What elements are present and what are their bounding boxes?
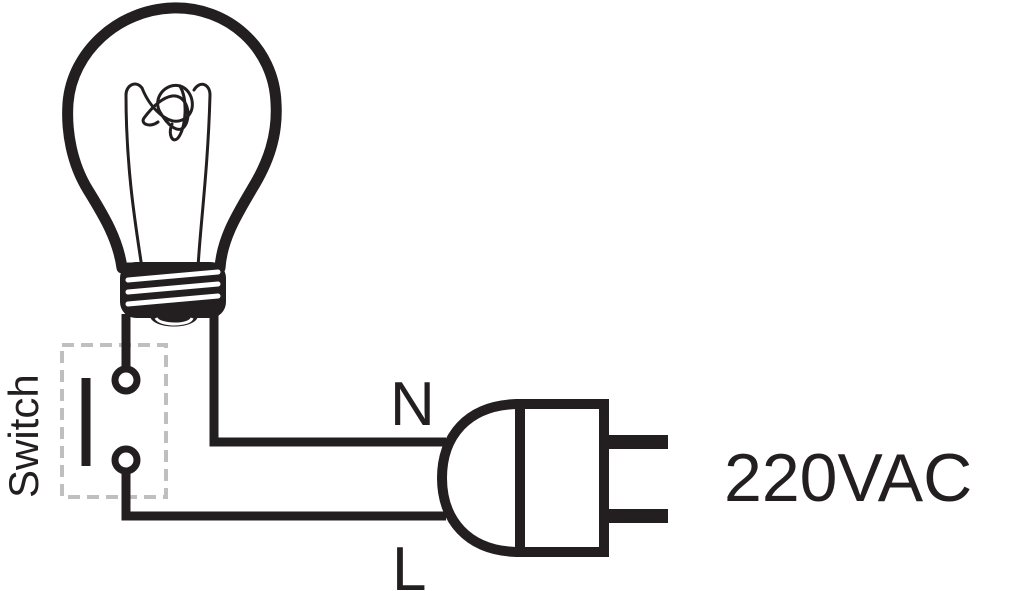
switch-enclosure <box>60 343 168 499</box>
power-plug <box>437 399 668 557</box>
bulb-glass <box>62 2 282 274</box>
switch-contact-top <box>111 365 141 395</box>
wire-neutral <box>209 314 446 447</box>
label-neutral: N <box>390 370 435 439</box>
plug-head <box>515 399 609 557</box>
switch-contact-bottom <box>111 445 141 475</box>
wire-live <box>121 471 446 521</box>
label-voltage: 220VAC <box>724 440 972 516</box>
label-live: L <box>392 535 426 591</box>
label-switch: Switch <box>0 374 47 498</box>
plug-body <box>437 399 525 557</box>
bulb-filament <box>124 82 212 270</box>
light-bulb <box>62 2 282 327</box>
switch[interactable] <box>81 365 141 475</box>
wires <box>121 314 446 521</box>
bulb-screw-base <box>120 262 226 327</box>
